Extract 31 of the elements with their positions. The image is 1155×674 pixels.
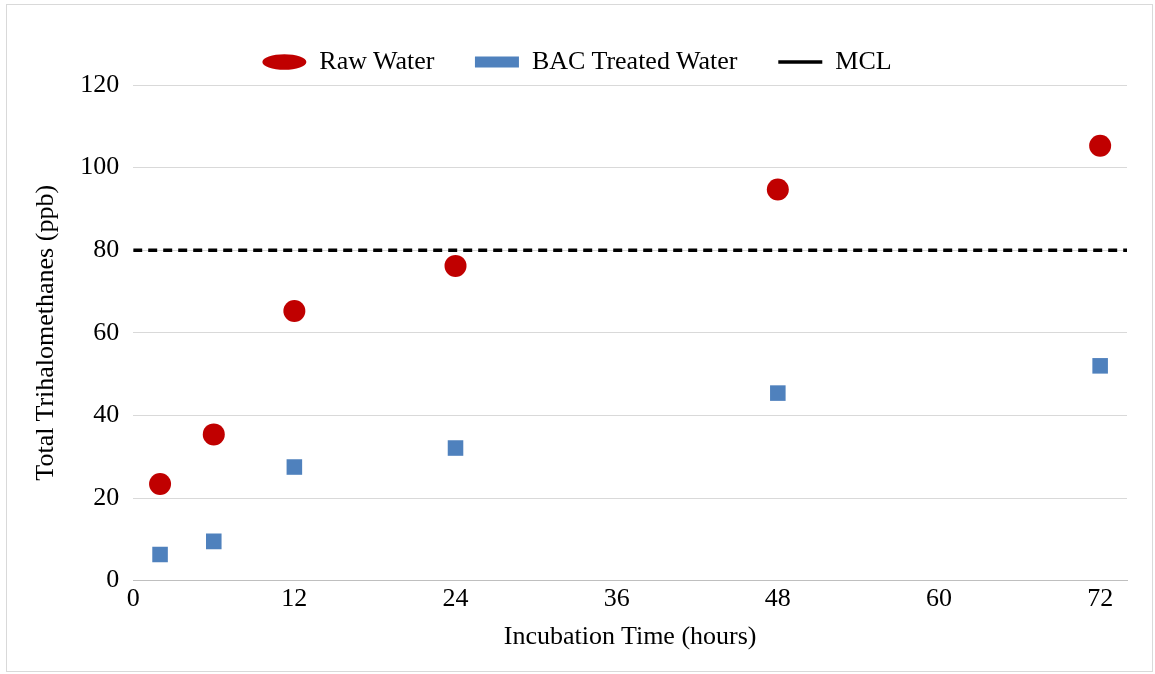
point — [283, 299, 306, 322]
y-tick-label: 60 — [93, 316, 120, 346]
legend-label: Raw Water — [319, 45, 435, 75]
point — [447, 440, 464, 456]
x-tick-label: 0 — [126, 583, 140, 613]
y-tick-label: 0 — [106, 564, 120, 594]
point — [152, 546, 168, 563]
point — [202, 423, 225, 446]
point — [206, 533, 222, 550]
x-tick-label: 48 — [764, 583, 791, 613]
y-tick-label: 20 — [93, 481, 120, 511]
legend-label: BAC Treated Water — [531, 45, 738, 75]
point — [770, 385, 786, 401]
x-tick-label: 12 — [281, 583, 308, 613]
point — [766, 178, 789, 201]
point — [286, 459, 303, 475]
x-tick-label: 60 — [925, 583, 952, 613]
legend-label: MCL — [835, 45, 892, 75]
y-tick-label: 40 — [93, 399, 120, 429]
y-tick-label: 80 — [93, 234, 120, 264]
x-tick-label: 24 — [442, 583, 469, 613]
point — [1089, 134, 1112, 157]
point — [1092, 358, 1108, 374]
y-tick-label: 100 — [80, 151, 120, 181]
x-tick-label: 36 — [603, 583, 630, 613]
y-tick-label: 120 — [80, 68, 120, 98]
y-axis-title: Total Trihalomethanes (ppb) — [30, 184, 60, 481]
x-tick-label: 72 — [1087, 583, 1114, 613]
point — [444, 254, 467, 277]
x-axis-title: Incubation Time (hours) — [503, 621, 757, 651]
point — [149, 472, 172, 495]
